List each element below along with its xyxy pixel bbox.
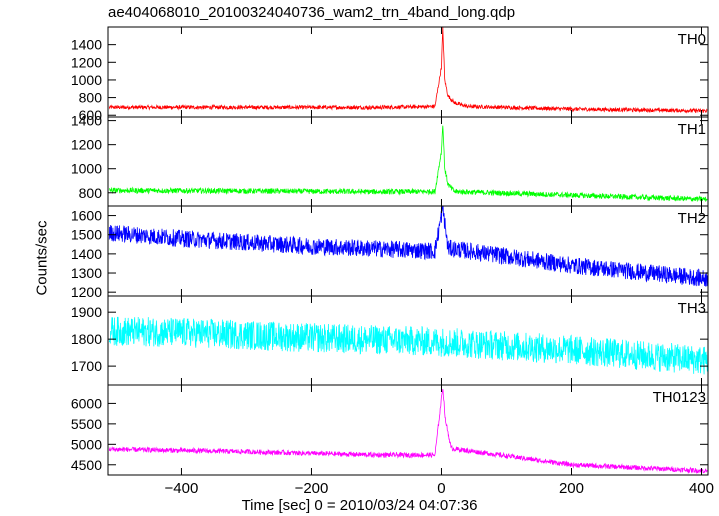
y-tick-label: 5500 [71,416,102,432]
panel-frame-th0123 [107,384,709,476]
y-tick-label: 1500 [71,227,102,243]
chart-title: ae404068010_20100324040736_wam2_trn_4ban… [108,4,516,21]
y-tick-label: 1400 [71,246,102,262]
x-tick-label: −400 [165,480,199,497]
y-tick-label: 1200 [71,54,102,70]
y-tick-label: 1000 [71,161,102,177]
series-line-th0123 [108,389,708,475]
panel-label-th3: TH3 [678,300,706,317]
y-tick-label: 1300 [71,265,102,281]
panel-label-th0: TH0 [678,31,706,48]
y-tick-label: 800 [79,185,103,201]
x-axis-label: Time [sec] 0 = 2010/03/24 04:07:36 [241,497,478,514]
x-tick-label: −200 [295,480,329,497]
panel-label-th2: TH2 [678,210,706,227]
x-tick-label: 200 [559,480,584,497]
series-line-th0 [108,26,708,114]
panel-label-th1: TH1 [678,121,706,138]
series-line-th1 [109,125,708,202]
y-tick-label: 5000 [71,436,102,452]
y-tick-label: 1200 [71,137,102,153]
y-tick-label: 1900 [71,304,102,320]
y-tick-label: 4500 [71,457,102,473]
y-tick-label: 1600 [71,208,102,224]
y-tick-label: 1400 [71,37,102,53]
y-tick-label: 1700 [71,358,102,374]
x-tick-label: 400 [689,480,714,497]
y-tick-label: 1400 [71,113,102,129]
y-tick-label: 800 [79,90,103,106]
y-tick-label: 600 [79,107,103,123]
x-tick-label: 0 [437,480,445,497]
series-line-th3 [108,316,708,375]
y-tick-label: 6000 [71,395,102,411]
y-tick-label: 1800 [71,331,102,347]
panel-label-th0123: TH0123 [653,389,706,406]
panel-frame-th0 [107,26,709,118]
y-tick-label: 1200 [71,284,102,300]
y-tick-label: 1000 [71,72,102,88]
series-line-th2 [108,205,708,287]
